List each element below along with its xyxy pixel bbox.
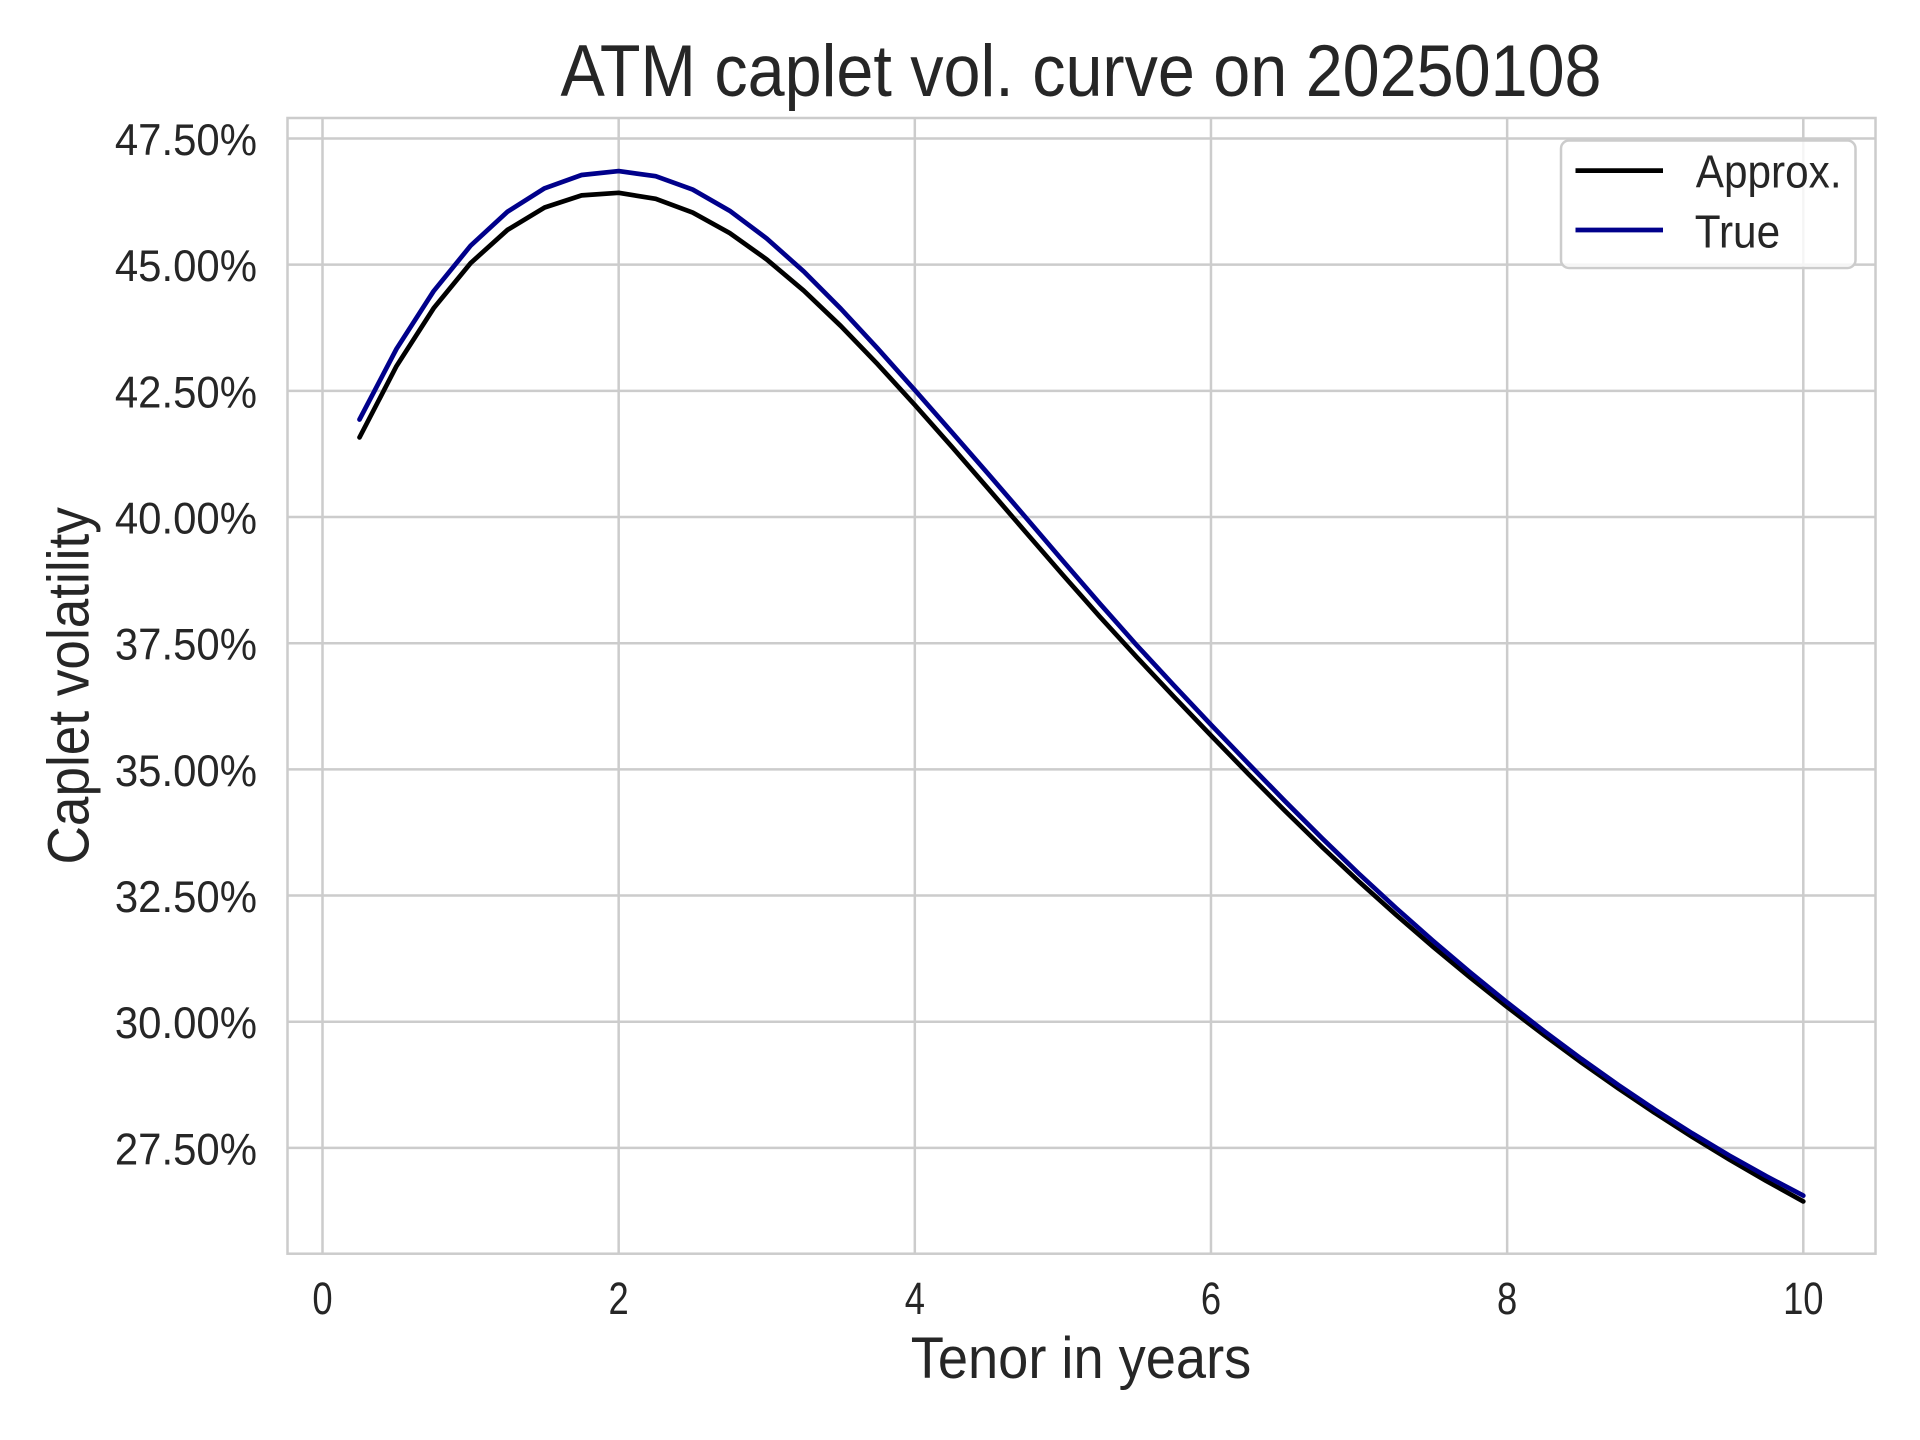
svg-text:6: 6: [1201, 1273, 1221, 1324]
svg-text:35.00%: 35.00%: [115, 747, 257, 796]
svg-text:ATM caplet vol. curve on 20250: ATM caplet vol. curve on 20250108: [560, 30, 1601, 112]
svg-text:4: 4: [905, 1273, 925, 1324]
svg-text:42.50%: 42.50%: [115, 368, 257, 417]
svg-text:2: 2: [609, 1273, 629, 1324]
svg-text:Approx.: Approx.: [1696, 147, 1842, 198]
svg-text:27.50%: 27.50%: [115, 1125, 257, 1174]
svg-text:0: 0: [312, 1273, 332, 1324]
svg-text:32.50%: 32.50%: [115, 873, 257, 922]
svg-text:10: 10: [1783, 1273, 1823, 1324]
svg-text:30.00%: 30.00%: [115, 999, 257, 1048]
svg-text:40.00%: 40.00%: [115, 494, 257, 543]
svg-text:37.50%: 37.50%: [115, 621, 257, 670]
svg-text:Tenor in years: Tenor in years: [911, 1325, 1251, 1390]
svg-text:True: True: [1695, 207, 1780, 258]
svg-text:45.00%: 45.00%: [115, 242, 257, 291]
svg-text:8: 8: [1497, 1273, 1517, 1324]
svg-text:Caplet volatility: Caplet volatility: [36, 507, 101, 864]
svg-text:47.50%: 47.50%: [115, 116, 257, 165]
